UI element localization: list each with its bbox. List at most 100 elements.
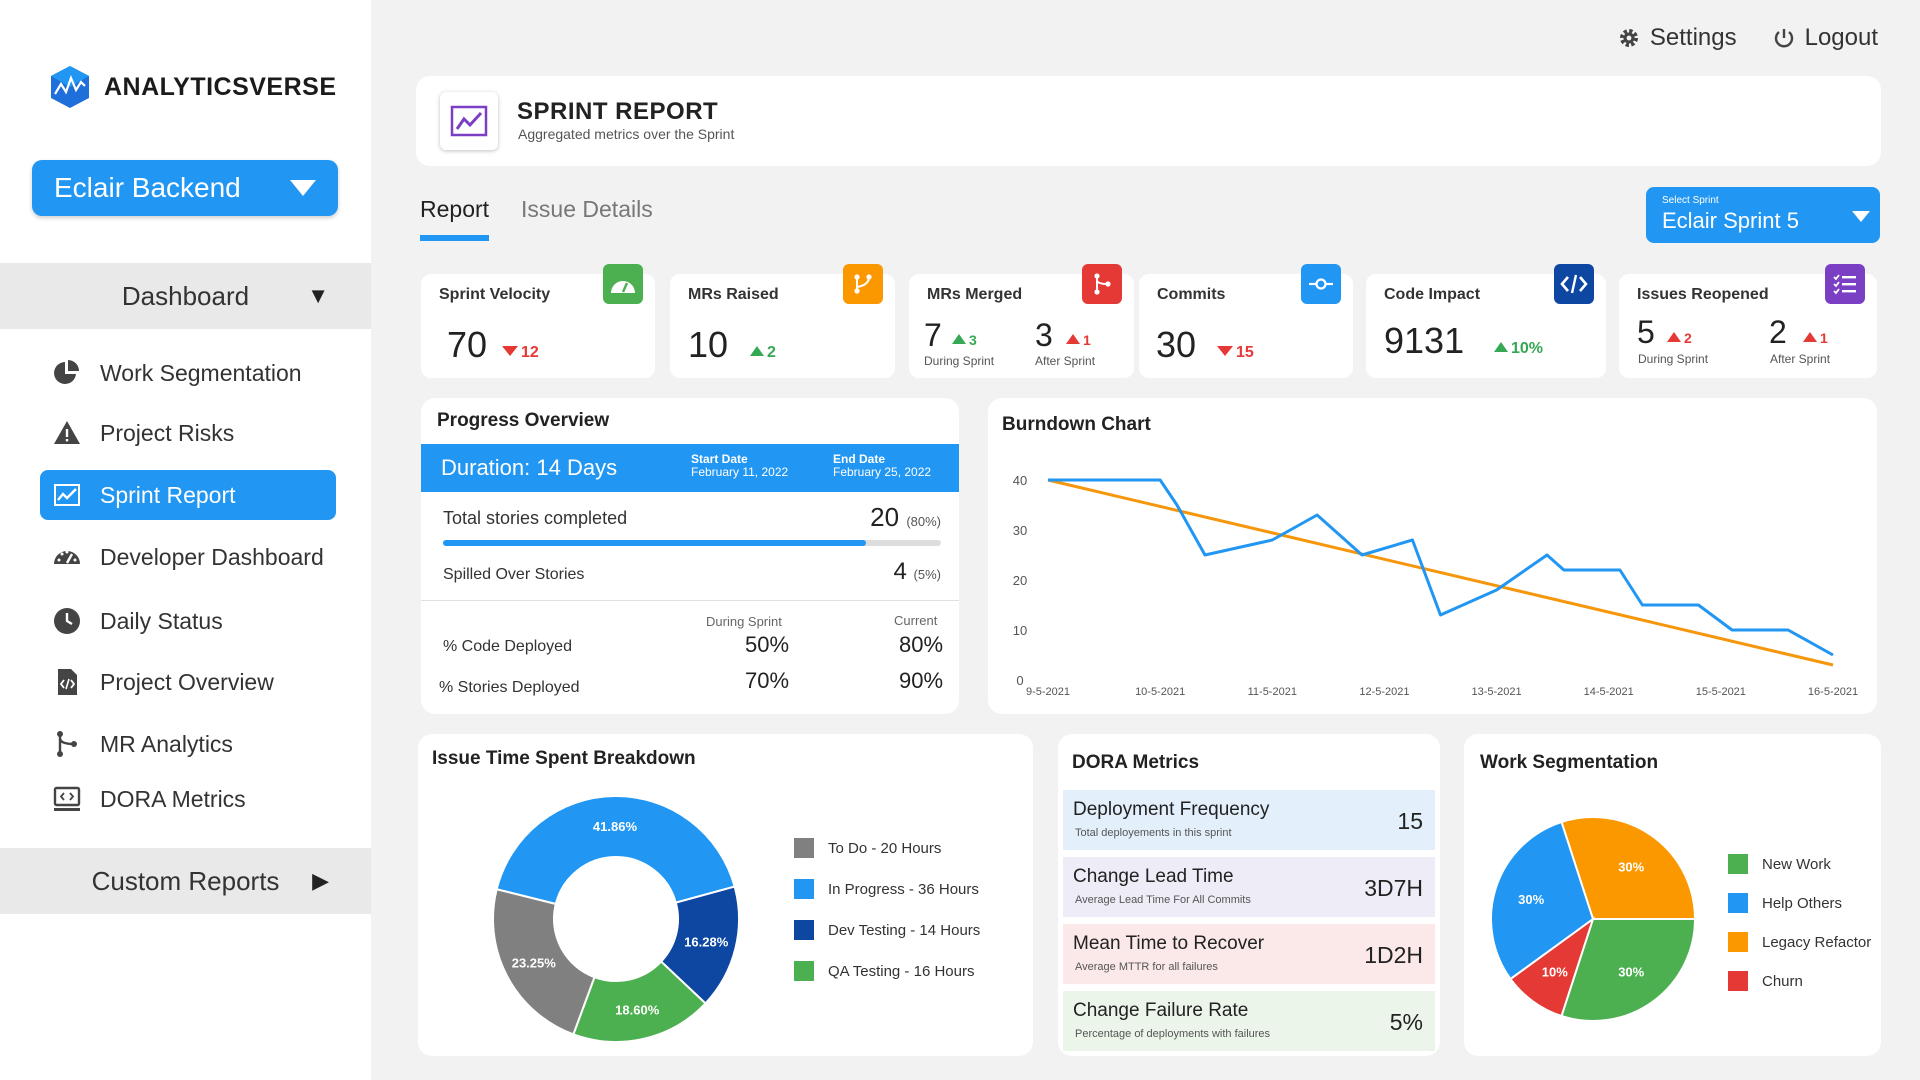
legend-item[interactable]: Churn	[1728, 971, 1803, 991]
kpi-issues-reopened: Issues Reopened 5 2 During Sprint 2 1 Af…	[1619, 264, 1877, 378]
legend-swatch	[794, 838, 814, 858]
arrow-up-icon	[952, 334, 966, 344]
speedometer-icon	[54, 550, 80, 564]
kpi-label: MRs Raised	[688, 286, 779, 303]
x-tick-label: 10-5-2021	[1135, 686, 1185, 698]
slice-in-progress-36-hours[interactable]	[495, 795, 736, 906]
code-deployed-label: % Code Deployed	[443, 638, 572, 655]
chevron-down-icon	[290, 180, 316, 196]
sidebar-section-dashboard-label: Dashboard	[121, 280, 250, 311]
kpi-after-value: 3	[1035, 317, 1053, 353]
kpi-mrs-raised: MRs Raised 10 2	[670, 264, 895, 378]
git-merge-icon	[57, 731, 77, 757]
col-during-header: During Sprint	[706, 614, 782, 629]
kpi-after-label: After Sprint	[1035, 354, 1096, 368]
kpi-during-value: 5	[1637, 314, 1655, 350]
kpi-after-value: 2	[1769, 314, 1787, 350]
col-current-header: Current	[894, 613, 938, 628]
slice-label: 16.28%	[684, 935, 729, 950]
slice-to-do-20-hours[interactable]	[492, 888, 596, 1036]
slice-new-work[interactable]	[1560, 918, 1697, 1022]
warning-icon	[54, 421, 80, 444]
sidebar-item-label: Project Overview	[100, 668, 274, 695]
slice-label: 10%	[1542, 965, 1568, 980]
arrow-down-icon	[502, 346, 518, 356]
sidebar-item-dora-metrics[interactable]: DORA Metrics	[40, 774, 336, 824]
legend-item[interactable]: Help Others	[1728, 893, 1842, 913]
completion-progress-fill	[443, 540, 867, 546]
tab-issue-details[interactable]: Issue Details	[521, 196, 653, 222]
kpi-during-delta-value: 3	[969, 332, 977, 348]
app-logo[interactable]: ANALYTICSVERSE	[48, 64, 337, 110]
sidebar-item-daily-status[interactable]: Daily Status	[40, 596, 336, 646]
settings-button[interactable]: Settings	[1618, 24, 1737, 52]
spilled-pct: (5%)	[913, 567, 941, 582]
legend-item[interactable]: Legacy Refactor	[1728, 932, 1871, 952]
speedometer-icon	[603, 264, 643, 304]
legend-item[interactable]: In Progress - 36 Hours	[794, 879, 979, 899]
kpi-during-delta-value: 2	[1684, 330, 1692, 346]
sidebar: ANALYTICSVERSE Eclair Backend Dashboard …	[0, 0, 371, 1080]
issue-time-donut-chart: 41.86% 16.28% 18.60% 23.25%	[492, 795, 740, 1043]
legend-item[interactable]: New Work	[1728, 854, 1831, 874]
slice-help-others[interactable]	[1490, 820, 1595, 981]
code-deployed-current: 80%	[899, 632, 944, 657]
gear-icon	[1619, 29, 1638, 47]
end-date: End Date February 25, 2022	[833, 453, 931, 479]
end-date-value: February 25, 2022	[833, 465, 932, 479]
sidebar-item-project-risks[interactable]: Project Risks	[40, 408, 336, 458]
sidebar-item-sprint-report[interactable]: Sprint Report	[40, 470, 336, 520]
y-tick-label: 40	[1013, 473, 1027, 488]
kpi-label: Issues Reopened	[1637, 286, 1769, 303]
sidebar-item-work-segmentation[interactable]: Work Segmentation	[40, 348, 336, 398]
legend-item[interactable]: QA Testing - 16 Hours	[794, 961, 974, 981]
legend-item[interactable]: To Do - 20 Hours	[794, 838, 941, 858]
kpi-during-delta: 2	[1667, 330, 1692, 346]
slice-legacy-refactor[interactable]	[1560, 816, 1697, 920]
work-segmentation-card: Work Segmentation 30% 30% 10% 30% New Work H…	[1464, 734, 1881, 1056]
duration-text: Duration: 14 Days	[441, 455, 618, 480]
sidebar-section-custom-reports[interactable]: Custom Reports ▶	[0, 848, 371, 914]
logout-button[interactable]: Logout	[1773, 24, 1878, 52]
kpi-value: 70	[447, 324, 488, 365]
kpi-after-label: After Sprint	[1770, 352, 1831, 366]
stories-deployed-current: 90%	[899, 668, 944, 693]
card-title: Progress Overview	[437, 410, 610, 431]
page-subtitle: Aggregated metrics over the Sprint	[518, 126, 735, 142]
kpi-after-delta: 1	[1803, 330, 1828, 346]
sidebar-item-mr-analytics[interactable]: MR Analytics	[40, 719, 336, 769]
sidebar-section-custom-label: Custom Reports	[91, 865, 280, 896]
legend-item[interactable]: Dev Testing - 14 Hours	[794, 920, 980, 940]
chevron-down-icon	[1852, 211, 1870, 222]
dora-row: Change Failure Rate Percentage of deploy…	[1063, 991, 1435, 1051]
dora-row-value: 1D2H	[1364, 942, 1423, 968]
sidebar-item-developer-dashboard[interactable]: Developer Dashboard	[40, 532, 336, 582]
divider	[421, 600, 959, 601]
report-tabs: Report Issue Details	[420, 196, 653, 241]
chart-title: Burndown Chart	[1002, 414, 1151, 435]
kpi-delta-value: 12	[521, 344, 539, 361]
dora-row-value: 15	[1397, 808, 1423, 834]
slice-label: 30%	[1518, 892, 1544, 907]
dora-row: Change Lead Time Average Lead Time For A…	[1063, 857, 1435, 917]
code-icon	[1554, 264, 1594, 304]
slice-label: 41.86%	[593, 819, 638, 834]
project-select[interactable]: Eclair Backend	[32, 160, 338, 216]
legend-swatch	[1728, 971, 1748, 991]
sidebar-item-label: Developer Dashboard	[100, 543, 324, 570]
sidebar-section-dashboard[interactable]: Dashboard ▼	[0, 263, 371, 329]
kpi-value: 9131	[1384, 320, 1465, 361]
kpi-label: MRs Merged	[927, 286, 1023, 303]
sidebar-item-project-overview[interactable]: Project Overview	[40, 657, 336, 707]
kpi-delta: 12	[502, 344, 539, 362]
sprint-select[interactable]: Select Sprint Eclair Sprint 5	[1646, 187, 1880, 243]
tab-report[interactable]: Report	[420, 196, 490, 241]
card-title: DORA Metrics	[1072, 752, 1200, 773]
kpi-label: Sprint Velocity	[439, 286, 551, 303]
logout-label: Logout	[1804, 24, 1878, 51]
legend-swatch	[794, 879, 814, 899]
arrow-up-icon	[750, 346, 764, 356]
triangle-right-icon: ▶	[312, 868, 329, 893]
page-title: SPRINT REPORT	[517, 98, 719, 125]
kpi-label: Commits	[1157, 286, 1226, 303]
